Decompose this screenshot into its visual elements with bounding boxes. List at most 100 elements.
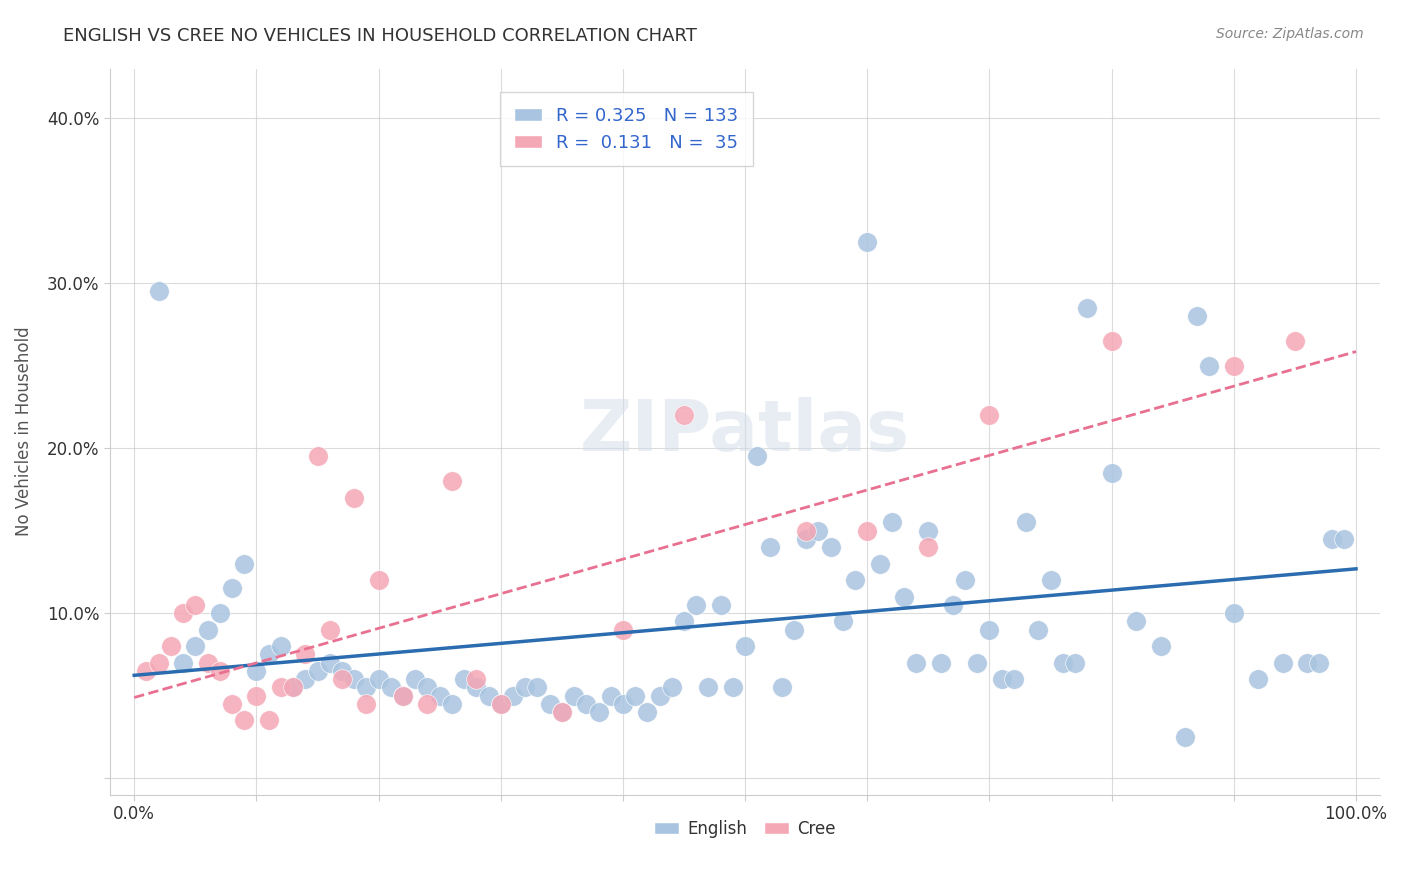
Point (551, 705, 574, 719)
Point (281, 681, 304, 695)
Point (685, 598, 707, 612)
Point (636, 705, 658, 719)
Text: Source: ZipAtlas.com: Source: ZipAtlas.com (1216, 27, 1364, 41)
Point (697, 681, 720, 695)
Point (233, 714, 256, 728)
Point (416, 681, 439, 695)
Point (281, 681, 304, 695)
Point (820, 540, 842, 554)
Point (831, 615, 853, 629)
Y-axis label: No Vehicles in Household: No Vehicles in Household (15, 326, 32, 536)
Point (1028, 623, 1050, 637)
Point (856, 235, 879, 249)
Point (367, 672, 389, 686)
Point (624, 689, 647, 703)
Point (221, 697, 243, 711)
Point (380, 681, 402, 695)
Point (953, 573, 976, 587)
Point (599, 689, 621, 703)
Point (538, 697, 561, 711)
Point (869, 557, 891, 571)
Point (575, 697, 598, 711)
Point (465, 672, 488, 686)
Point (648, 689, 671, 703)
Point (661, 681, 683, 695)
Point (148, 285, 170, 299)
Point (294, 672, 316, 686)
Point (807, 524, 830, 538)
Point (880, 516, 903, 530)
Point (551, 705, 574, 719)
Point (307, 664, 329, 678)
Point (612, 697, 634, 711)
Point (515, 681, 537, 695)
Point (343, 672, 366, 686)
Point (1064, 656, 1087, 670)
Point (172, 656, 194, 670)
Text: ZIPatlas: ZIPatlas (581, 397, 910, 467)
Point (1076, 301, 1098, 315)
Point (526, 681, 548, 695)
Point (844, 573, 866, 587)
Point (758, 540, 780, 554)
Point (588, 705, 610, 719)
Point (929, 656, 952, 670)
Point (160, 639, 183, 653)
Point (1052, 656, 1074, 670)
Point (307, 450, 329, 464)
Point (330, 672, 353, 686)
Point (502, 689, 524, 703)
Point (453, 672, 475, 686)
Point (1308, 656, 1330, 670)
Point (270, 681, 292, 695)
Point (1223, 359, 1246, 373)
Point (319, 656, 342, 670)
Point (966, 656, 988, 670)
Point (416, 697, 439, 711)
Point (1101, 466, 1123, 480)
Point (893, 590, 915, 604)
Point (1296, 656, 1319, 670)
Point (1039, 573, 1062, 587)
Point (673, 408, 696, 422)
Point (917, 540, 939, 554)
Point (392, 689, 415, 703)
Point (429, 689, 451, 703)
Point (979, 623, 1001, 637)
Point (783, 623, 806, 637)
Point (233, 557, 256, 571)
Point (1198, 359, 1220, 373)
Point (172, 606, 194, 620)
Point (135, 664, 157, 678)
Point (440, 474, 463, 488)
Point (1333, 532, 1355, 546)
Point (1284, 334, 1306, 348)
Point (489, 697, 512, 711)
Point (794, 524, 817, 538)
Point (257, 648, 280, 662)
Point (343, 491, 366, 505)
Legend: English, Cree: English, Cree (648, 814, 842, 845)
Point (990, 672, 1012, 686)
Point (942, 598, 965, 612)
Point (917, 524, 939, 538)
Point (197, 623, 219, 637)
Point (1247, 672, 1270, 686)
Point (184, 639, 207, 653)
Point (1015, 516, 1038, 530)
Point (1149, 639, 1171, 653)
Point (734, 639, 756, 653)
Point (1125, 615, 1147, 629)
Point (257, 714, 280, 728)
Point (330, 664, 353, 678)
Point (465, 681, 488, 695)
Point (208, 664, 231, 678)
Point (1101, 334, 1123, 348)
Point (794, 532, 817, 546)
Point (1002, 672, 1025, 686)
Point (489, 697, 512, 711)
Point (979, 408, 1001, 422)
Point (270, 639, 292, 653)
Point (392, 689, 415, 703)
Point (562, 689, 585, 703)
